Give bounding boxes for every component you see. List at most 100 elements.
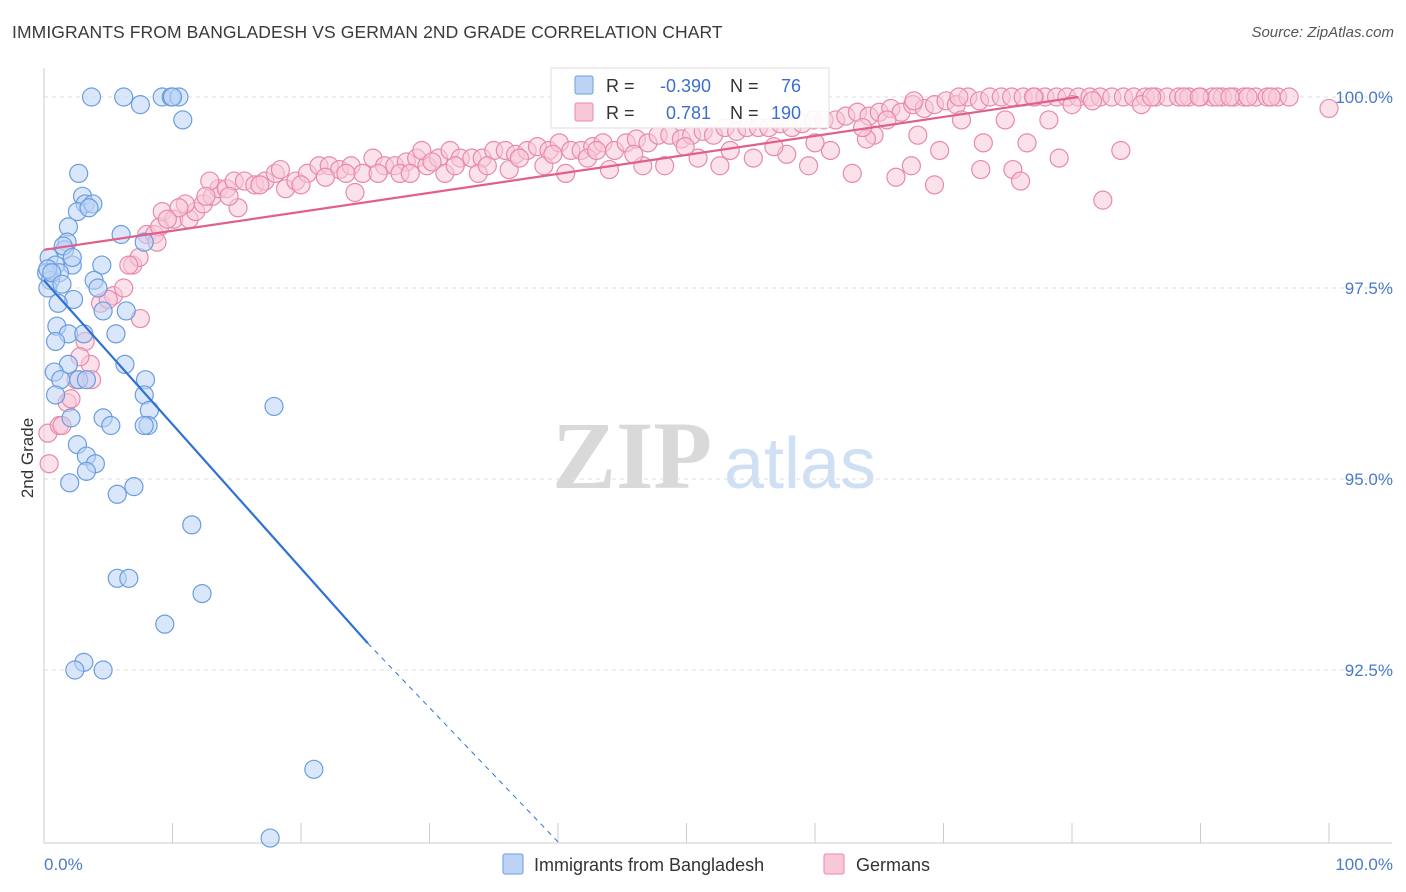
x-tick-label-min: 0.0% (44, 855, 83, 874)
source-note: Source: ZipAtlas.com (1251, 24, 1394, 41)
point-bangladesh-29 (48, 293, 68, 313)
point-germans-180 (543, 144, 563, 164)
point-bangladesh-47 (264, 396, 284, 417)
point-germans-156 (1062, 95, 1082, 115)
legend-swatch-pink (823, 853, 845, 875)
point-bangladesh-75 (52, 274, 72, 294)
point-germans-145 (820, 140, 841, 161)
point-bangladesh-34 (45, 331, 66, 352)
point-germans-161 (1142, 87, 1162, 107)
stats-n-label-2: N = (730, 103, 759, 123)
point-bangladesh-69 (260, 828, 280, 848)
watermark: ZIP atlas (552, 402, 876, 509)
point-bangladesh-45 (45, 385, 66, 405)
x-tick-labels: 0.0% 100.0% (44, 855, 1393, 874)
point-germans-153 (995, 110, 1015, 130)
point-germans-183 (445, 156, 465, 176)
point-germans-187 (336, 163, 356, 183)
point-bangladesh-17 (134, 232, 154, 252)
point-germans-128 (345, 182, 365, 203)
point-germans-154 (1017, 133, 1037, 153)
point-bangladesh-67 (93, 660, 113, 680)
point-germans-1 (39, 454, 59, 474)
point-germans-163 (1189, 87, 1209, 107)
stats-n-label-1: N = (730, 76, 759, 96)
point-germans-139 (655, 156, 675, 176)
point-bangladesh-59 (107, 484, 127, 504)
watermark-atlas: atlas (724, 424, 876, 504)
point-germans-159 (1111, 140, 1131, 161)
stats-r-value-1: -0.390 (660, 76, 711, 96)
point-germans-158 (1093, 190, 1113, 210)
stats-box-frame (550, 67, 830, 129)
point-bangladesh-56 (76, 461, 97, 481)
point-germans-172 (901, 156, 921, 176)
point-bangladesh-36 (106, 324, 126, 344)
point-germans-166 (1238, 87, 1258, 107)
point-germans-178 (624, 144, 644, 164)
y-tick-label-0: 100.0% (1335, 88, 1393, 107)
point-germans-168 (971, 159, 991, 180)
point-germans-150 (930, 140, 950, 161)
point-bangladesh-49 (61, 408, 81, 428)
legend-label-bangladesh: Immigrants from Bangladesh (534, 855, 764, 875)
point-germans-188 (291, 175, 311, 195)
point-germans-155 (1039, 110, 1059, 130)
point-bangladesh-62 (119, 568, 139, 588)
point-bangladesh-41 (76, 370, 97, 390)
point-bangladesh-1 (114, 87, 134, 107)
point-bangladesh-63 (192, 583, 212, 604)
point-germans-149 (908, 125, 928, 145)
point-germans-10 (114, 278, 134, 298)
point-germans-190 (219, 186, 239, 206)
point-germans-181 (509, 148, 530, 168)
chart-title: IMMIGRANTS FROM BANGLADESH VS GERMAN 2ND… (12, 22, 723, 42)
point-bangladesh-68 (304, 759, 324, 779)
y-tick-label-1: 97.5% (1345, 279, 1393, 298)
point-germans-120 (1279, 87, 1299, 107)
y-tick-label-3: 92.5% (1345, 661, 1393, 680)
trend-line-bangladesh (43, 279, 369, 644)
trend-line-bangladesh-extension (367, 642, 559, 843)
point-bangladesh-52 (134, 415, 154, 436)
point-germans-184 (422, 152, 442, 172)
point-bangladesh-21 (92, 255, 112, 275)
point-bangladesh-4 (130, 95, 150, 115)
point-germans-195 (119, 255, 139, 275)
point-bangladesh-73 (62, 247, 82, 268)
legend: Immigrants from Bangladesh Germans (502, 853, 930, 875)
stats-swatch-pink (574, 102, 594, 122)
point-bangladesh-31 (116, 301, 136, 321)
point-germans-193 (169, 198, 189, 218)
series-immigrants-from-bangladesh (36, 87, 324, 848)
stats-r-label-1: R = (606, 76, 635, 96)
point-bangladesh-50 (101, 415, 121, 436)
point-bangladesh-57 (60, 473, 80, 493)
legend-swatch-blue (502, 853, 524, 875)
point-germans-146 (842, 163, 862, 183)
stats-swatch-blue (574, 75, 594, 95)
y-tick-label-2: 95.0% (1345, 470, 1393, 489)
point-germans-137 (599, 159, 620, 180)
point-germans-170 (1010, 171, 1031, 191)
stats-box: R = -0.390 N = 76 R = 0.781 N = 190 (550, 67, 830, 129)
point-bangladesh-7 (173, 110, 193, 130)
point-bangladesh-38 (115, 354, 135, 374)
stats-r-label-2: R = (606, 103, 635, 123)
point-germans-191 (196, 186, 216, 206)
watermark-zip: ZIP (552, 402, 712, 509)
point-germans-165 (1220, 87, 1240, 107)
y-axis-label: 2nd Grade (18, 418, 37, 498)
point-germans-179 (586, 140, 607, 161)
point-germans-126 (270, 159, 291, 180)
point-germans-127 (315, 167, 336, 187)
point-bangladesh-0 (81, 87, 102, 107)
y-tick-labels: 100.0% 97.5% 95.0% 92.5% (1335, 88, 1393, 680)
point-germans-171 (924, 175, 945, 195)
point-germans-142 (743, 148, 763, 168)
point-bangladesh-64 (155, 614, 175, 634)
point-germans-182 (477, 156, 497, 176)
point-germans-152 (973, 133, 993, 153)
point-germans-189 (250, 175, 270, 195)
